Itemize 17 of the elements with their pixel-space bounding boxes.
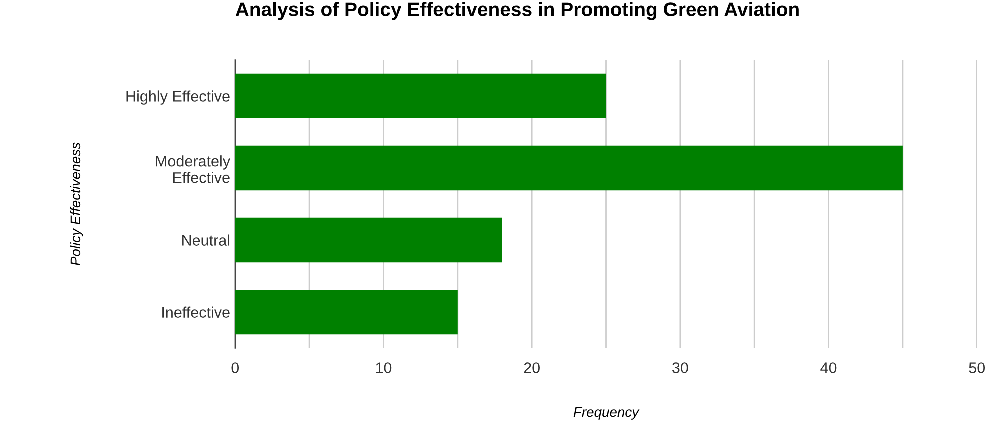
x-tick-label: 20	[524, 362, 540, 374]
x-tick-label: 50	[969, 362, 986, 374]
x-tick-label: 30	[672, 362, 688, 374]
y-tick-label: Neutral	[182, 234, 230, 246]
chart-title: Analysis of Policy Effectiveness in Promoting Green Aviation	[236, 2, 799, 20]
y-tick-label: Highly Effective	[126, 90, 230, 105]
y-tick-label: Ineffective	[162, 306, 230, 318]
x-tick-label: 0	[232, 362, 240, 374]
x-tick-label: 40	[820, 362, 837, 374]
bar	[235, 218, 502, 263]
y-tick-label: Moderately Effective	[156, 156, 230, 184]
x-axis-title: Frequency	[574, 407, 640, 420]
bar	[235, 146, 903, 191]
bar	[235, 290, 458, 335]
y-axis-title: Policy Effectiveness	[70, 142, 84, 266]
x-tick-label: 10	[376, 362, 392, 374]
bar	[235, 74, 606, 119]
